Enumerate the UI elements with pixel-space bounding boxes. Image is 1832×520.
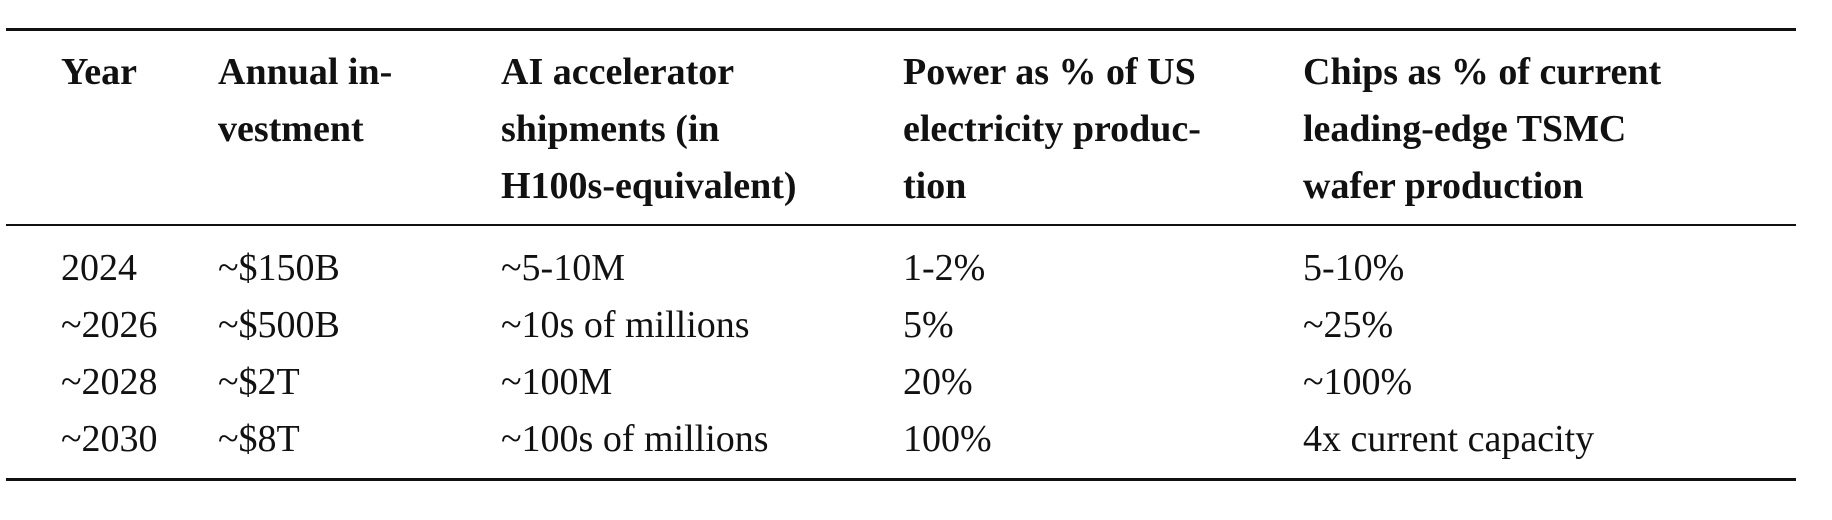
table-cell: 5-10%: [1303, 247, 1405, 289]
bottom-rule: [6, 478, 1796, 481]
table-cell: ~2026: [61, 304, 158, 346]
header-cell: Chips as % of current: [1303, 51, 1662, 93]
header-cell: vestment: [218, 108, 364, 150]
table-cell: ~100M: [501, 361, 613, 403]
header-cell: shipments (in: [501, 108, 720, 150]
table-cell: ~2030: [61, 418, 158, 460]
top-rule: [6, 28, 1796, 31]
header-cell: H100s-equivalent): [501, 165, 797, 207]
table-cell: 5%: [903, 304, 954, 346]
header-cell: AI accelerator: [501, 51, 735, 93]
table-cell: ~$150B: [218, 247, 340, 289]
header-cell: electricity produc-: [903, 108, 1201, 150]
header-cell: Power as % of US: [903, 51, 1196, 93]
table-cell: 2024: [61, 247, 137, 289]
table-cell: 100%: [903, 418, 992, 460]
table-cell: ~$500B: [218, 304, 340, 346]
table-cell: ~100s of millions: [501, 418, 769, 460]
table-cell: ~10s of millions: [501, 304, 750, 346]
header-cell: tion: [903, 165, 967, 207]
table-cell: ~5-10M: [501, 247, 626, 289]
table-cell: ~$2T: [218, 361, 300, 403]
table-cell: ~25%: [1303, 304, 1394, 346]
header-cell: wafer production: [1303, 165, 1584, 207]
table-cell: ~100%: [1303, 361, 1413, 403]
header-cell: Annual in-: [218, 51, 393, 93]
header-cell: Year: [61, 51, 137, 93]
table-cell: 20%: [903, 361, 973, 403]
header-cell: leading-edge TSMC: [1303, 108, 1627, 150]
table-cell: 1-2%: [903, 247, 986, 289]
table-cell: 4x current capacity: [1303, 418, 1595, 460]
table-cell: ~2028: [61, 361, 158, 403]
table-cell: ~$8T: [218, 418, 300, 460]
mid-rule: [6, 224, 1796, 226]
